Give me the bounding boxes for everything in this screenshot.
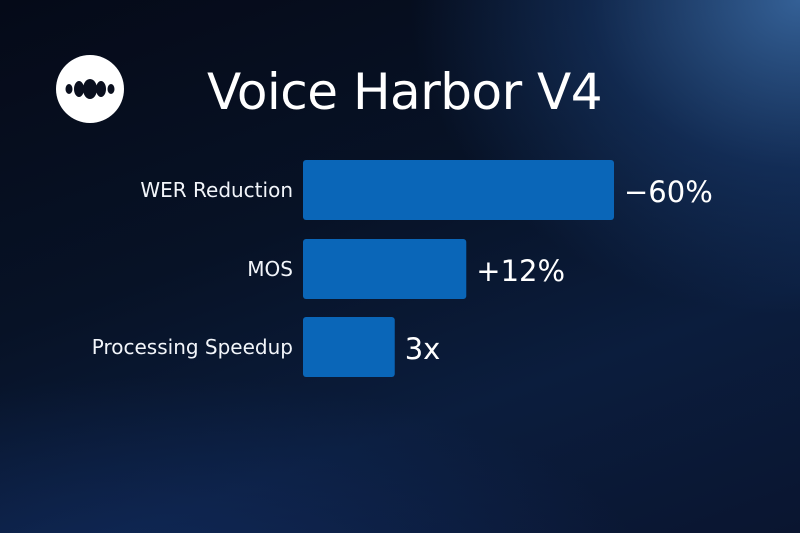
value-label: 3x — [405, 332, 441, 366]
category-label: MOS — [247, 257, 293, 281]
bar-mos — [303, 239, 467, 299]
page-title: Voice Harbor V4 — [207, 63, 603, 121]
category-label: WER Reduction — [140, 178, 293, 202]
brand-logo — [56, 55, 124, 123]
waveform-dots-icon — [65, 79, 115, 99]
value-label: −60% — [624, 175, 713, 209]
bar-wer-reduction — [303, 160, 614, 220]
bar-processing-speedup — [303, 317, 395, 377]
category-label: Processing Speedup — [92, 335, 293, 359]
value-label: +12% — [476, 254, 565, 288]
